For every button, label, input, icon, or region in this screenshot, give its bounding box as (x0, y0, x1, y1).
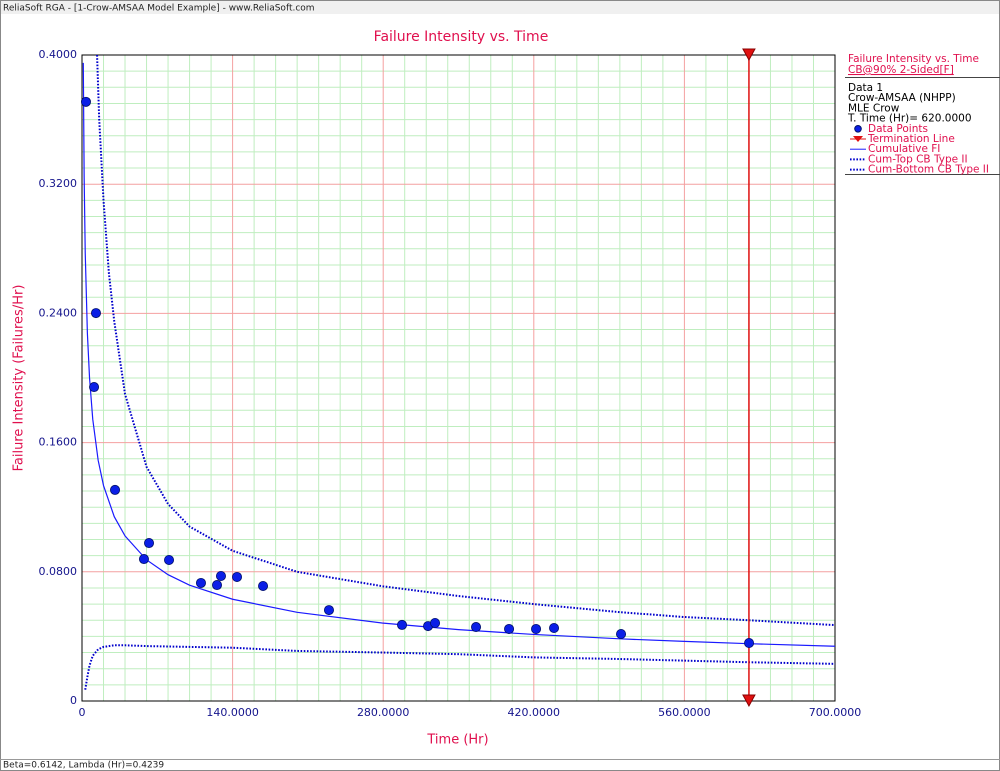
data-point (504, 623, 515, 634)
legend-label: Cum-Top CB Type II (868, 153, 968, 165)
termination-marker (742, 48, 756, 62)
data-point (471, 622, 482, 633)
legend-label: Data Points (868, 123, 928, 135)
data-point (89, 382, 100, 393)
y-tick-label: 0.3200 (39, 177, 78, 190)
legend-info: Crow-AMSAA (NHPP) (848, 92, 956, 104)
data-point (212, 580, 223, 591)
y-axis-label: Failure Intensity (Failures/Hr) (12, 285, 27, 472)
y-tick-label: 0.4000 (39, 48, 78, 61)
title-bar (1, 1, 999, 14)
data-point (258, 581, 269, 592)
x-tick-label: 280.0000 (357, 706, 410, 719)
plot-frame (81, 54, 836, 702)
fit-line (82, 62, 835, 647)
data-point (531, 623, 542, 634)
data-point (164, 555, 175, 566)
legend-info: MLE Crow (848, 102, 900, 114)
bound-line (96, 55, 835, 627)
legend-info: T. Time (Hr)= 620.0000 (847, 113, 972, 125)
data-point (616, 628, 627, 639)
data-point (90, 308, 101, 319)
y-tick-label: 0.2400 (39, 306, 78, 319)
y-tick-label: 0.1600 (39, 436, 78, 449)
data-point (110, 484, 121, 495)
x-axis-label: Time (Hr) (426, 733, 488, 748)
x-tick-label: 560.0000 (658, 706, 711, 719)
chart-title: Failure Intensity vs. Time (374, 29, 549, 45)
legend-swatch (854, 125, 862, 133)
data-point (215, 570, 226, 581)
x-tick-label: 140.0000 (206, 706, 259, 719)
legend-swatch (853, 136, 863, 142)
data-point (80, 96, 91, 107)
legend: Failure Intensity vs. Time CB@90% 2-Side… (845, 53, 1000, 176)
plot-area (82, 55, 835, 690)
x-tick-label: 700.0000 (809, 706, 862, 719)
data-point (549, 623, 560, 634)
legend-label: Termination Line (867, 133, 955, 145)
data-point (138, 554, 149, 565)
legend-label: Cum-Bottom CB Type II (868, 164, 989, 176)
bound-line (84, 644, 835, 690)
y-tick-label: 0 (70, 694, 77, 707)
data-point (430, 617, 441, 628)
termination-marker (742, 694, 756, 708)
legend-info: Data 1 (848, 82, 883, 94)
x-tick-label: 420.0000 (508, 706, 561, 719)
x-tick-label: 0 (79, 706, 86, 719)
data-point (744, 638, 755, 649)
legend-title: Failure Intensity vs. Time (848, 53, 979, 65)
status-text: Beta=0.6142, Lambda (Hr)=0.4239 (3, 761, 164, 771)
y-tick-label: 0.0800 (39, 565, 78, 578)
data-point (144, 538, 155, 549)
legend-subtitle: CB@90% 2-Sided[F] (848, 64, 954, 76)
data-point (232, 571, 243, 582)
window-title: ReliaSoft RGA - [1-Crow-AMSAA Model Exam… (3, 4, 315, 14)
data-point (323, 605, 334, 616)
legend-label: Cumulative FI (868, 143, 940, 155)
data-point (195, 577, 206, 588)
data-point (397, 619, 408, 630)
